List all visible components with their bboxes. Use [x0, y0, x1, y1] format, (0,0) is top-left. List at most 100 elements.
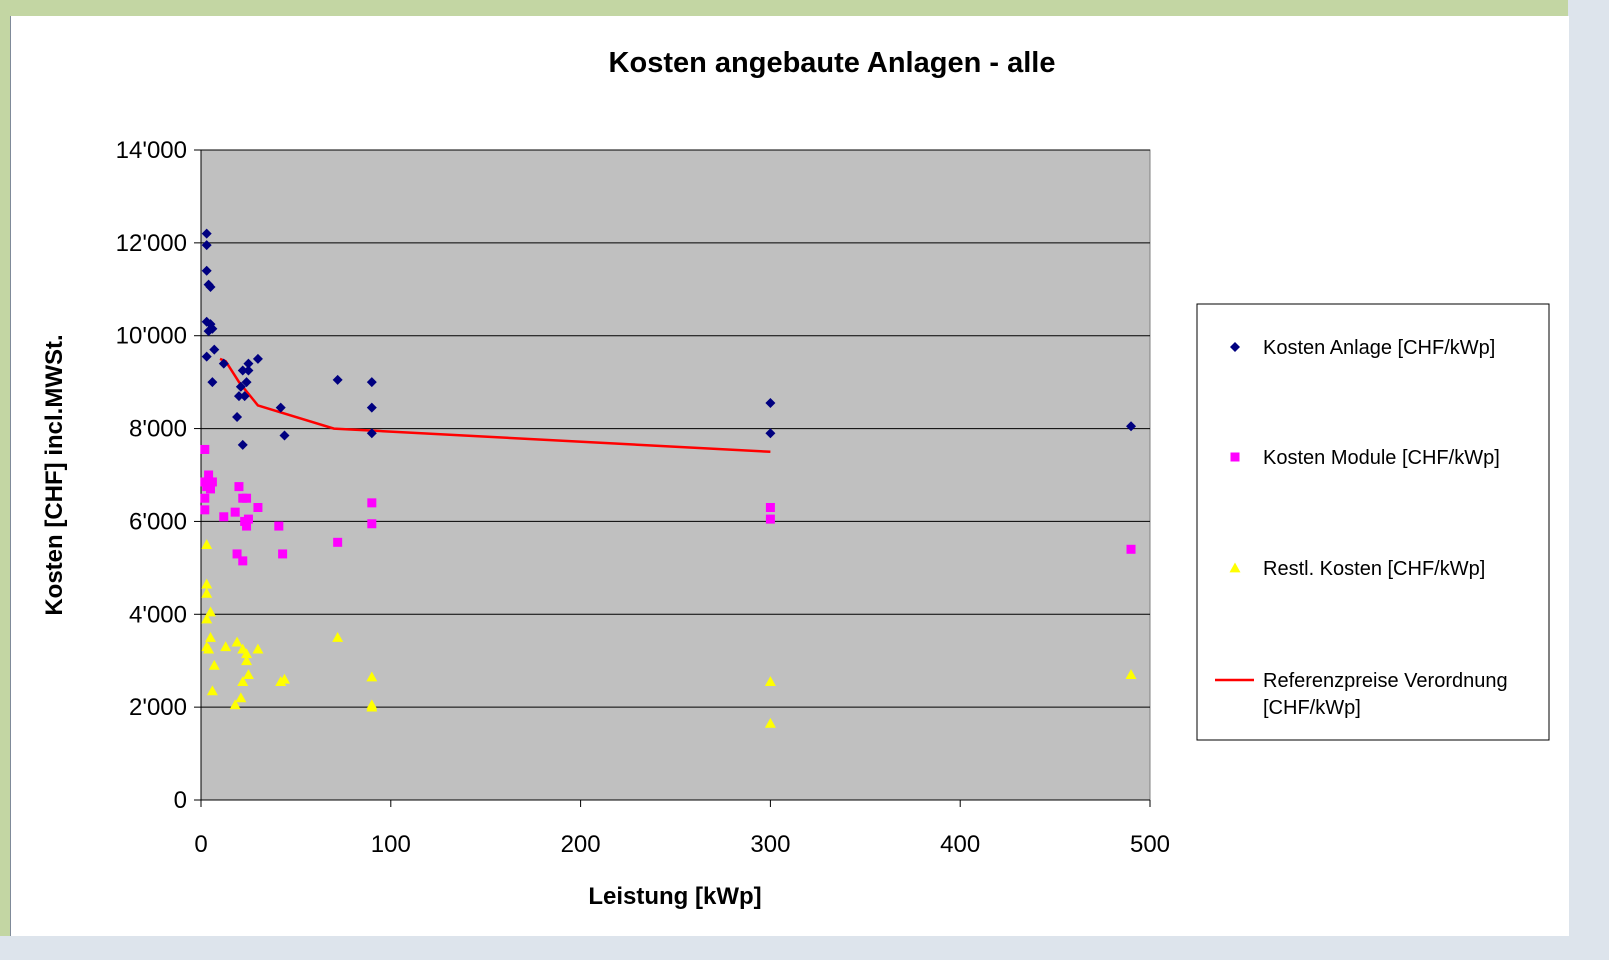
- triangle-point: [229, 699, 241, 710]
- diamond-point: [209, 344, 220, 355]
- diamond-point: [205, 281, 216, 292]
- triangle-point: [252, 643, 264, 654]
- triangle-point: [231, 636, 243, 647]
- triangle-point: [241, 655, 253, 666]
- triangle-point: [332, 632, 344, 642]
- diamond-point: [235, 381, 246, 392]
- triangle-point: [237, 676, 249, 687]
- diamond-point: [765, 398, 776, 409]
- triangle-point: [242, 669, 254, 680]
- y-tick-label: 14'000: [116, 137, 187, 164]
- x-tick-label: 400: [940, 831, 980, 858]
- legend-label: Restl. Kosten [CHF/kWp]: [1263, 558, 1485, 580]
- legend-swatch-square: [1230, 452, 1240, 462]
- diamond-point: [243, 365, 254, 376]
- scatter-chart: Kosten angebaute Anlagen - alle 0 2'000 4'…: [41, 47, 1550, 910]
- triangle-point: [201, 587, 213, 598]
- square-point: [765, 514, 775, 524]
- triangle-point: [220, 641, 232, 652]
- triangle-point: [204, 606, 216, 617]
- triangle-point: [201, 578, 213, 589]
- square-point: [200, 444, 210, 454]
- triangle-point: [203, 643, 215, 654]
- legend: Kosten Anlage [CHF/kWp] Kosten Module [CH…: [1196, 303, 1550, 741]
- y-tick-label: 0: [174, 787, 187, 814]
- square-point: [765, 503, 775, 512]
- diamond-point: [332, 374, 343, 385]
- diamond-point: [366, 402, 377, 413]
- legend-box: [1196, 303, 1550, 741]
- square-point: [219, 512, 229, 522]
- diamond-point: [218, 358, 229, 369]
- diamond-point: [275, 402, 286, 413]
- diamond-point: [207, 323, 218, 334]
- square-point: [274, 521, 284, 531]
- legend-label: Kosten Module [CHF/kWp]: [1263, 447, 1500, 469]
- square-point: [1126, 544, 1136, 554]
- x-tick-label: 100: [371, 831, 411, 858]
- square-point: [232, 549, 242, 559]
- diamond-point: [252, 353, 263, 364]
- square-point: [234, 482, 244, 492]
- diamond-point: [201, 240, 212, 251]
- square-point: [243, 514, 253, 524]
- window-frame: Kosten angebaute Anlagen - alle 0 2'000 4'…: [0, 0, 1569, 936]
- triangle-point: [764, 717, 776, 728]
- square-point: [367, 519, 377, 529]
- diamond-point: [241, 377, 252, 388]
- y-tick-label: 2'000: [129, 694, 187, 721]
- y-tick-label: 8'000: [129, 416, 187, 443]
- square-point: [253, 503, 263, 512]
- chart-title: Kosten angebaute Anlagen - alle: [609, 47, 1056, 79]
- triangle-point: [201, 539, 213, 550]
- triangle-point: [279, 673, 291, 684]
- square-point: [333, 537, 343, 547]
- triangle-point: [235, 692, 247, 703]
- diamond-point: [1126, 421, 1137, 432]
- legend-swatch-diamond: [1230, 342, 1240, 352]
- triangle-point: [366, 671, 378, 682]
- diamond-point: [201, 351, 212, 362]
- square-point: [238, 556, 248, 566]
- square-point: [200, 493, 210, 503]
- legend-label: Kosten Anlage [CHF/kWp]: [1263, 337, 1495, 359]
- triangle-point: [764, 676, 776, 687]
- y-tick-label: 4'000: [129, 601, 187, 628]
- diamond-point: [366, 428, 377, 439]
- diamond-point: [232, 411, 243, 422]
- gridlines: [201, 149, 1150, 708]
- x-tick-label: 200: [561, 831, 601, 858]
- triangle-point: [206, 685, 218, 696]
- diamond-point: [765, 428, 776, 439]
- diamond-point: [237, 365, 248, 376]
- legend-label: Referenzpreise Verordnung: [1263, 670, 1508, 692]
- diamond-point: [201, 265, 212, 276]
- data-points: [200, 228, 1137, 728]
- y-tick-label: 6'000: [129, 508, 187, 535]
- diamond-point: [239, 391, 250, 402]
- plot-area: [200, 149, 1151, 801]
- square-point: [207, 477, 217, 487]
- x-tick-label: 300: [750, 831, 790, 858]
- x-tick-label: 0: [194, 831, 207, 858]
- diamond-point: [237, 439, 248, 450]
- diamond-point: [201, 228, 212, 239]
- axes: [194, 149, 1151, 807]
- triangle-point: [241, 648, 253, 659]
- square-point: [204, 470, 214, 480]
- diamond-point: [279, 430, 290, 441]
- triangle-point: [1125, 669, 1137, 680]
- y-tick-label: 12'000: [116, 230, 187, 257]
- square-point: [205, 484, 215, 494]
- triangle-point: [366, 701, 378, 712]
- triangle-point: [208, 659, 220, 670]
- diamond-point: [233, 391, 244, 402]
- y-tick-label: 10'000: [116, 323, 187, 350]
- y-axis-title: Kosten [CHF] incl.MWSt.: [41, 334, 68, 615]
- square-point: [230, 507, 240, 517]
- legend-label: [CHF/kWp]: [1263, 697, 1361, 719]
- diamond-point: [207, 377, 218, 388]
- tick-labels: 0 2'000 4'000 6'000 8'000 10'000 12'000 14'000 0…: [116, 137, 1170, 858]
- legend-swatch-triangle: [1229, 562, 1241, 573]
- square-point: [200, 477, 210, 487]
